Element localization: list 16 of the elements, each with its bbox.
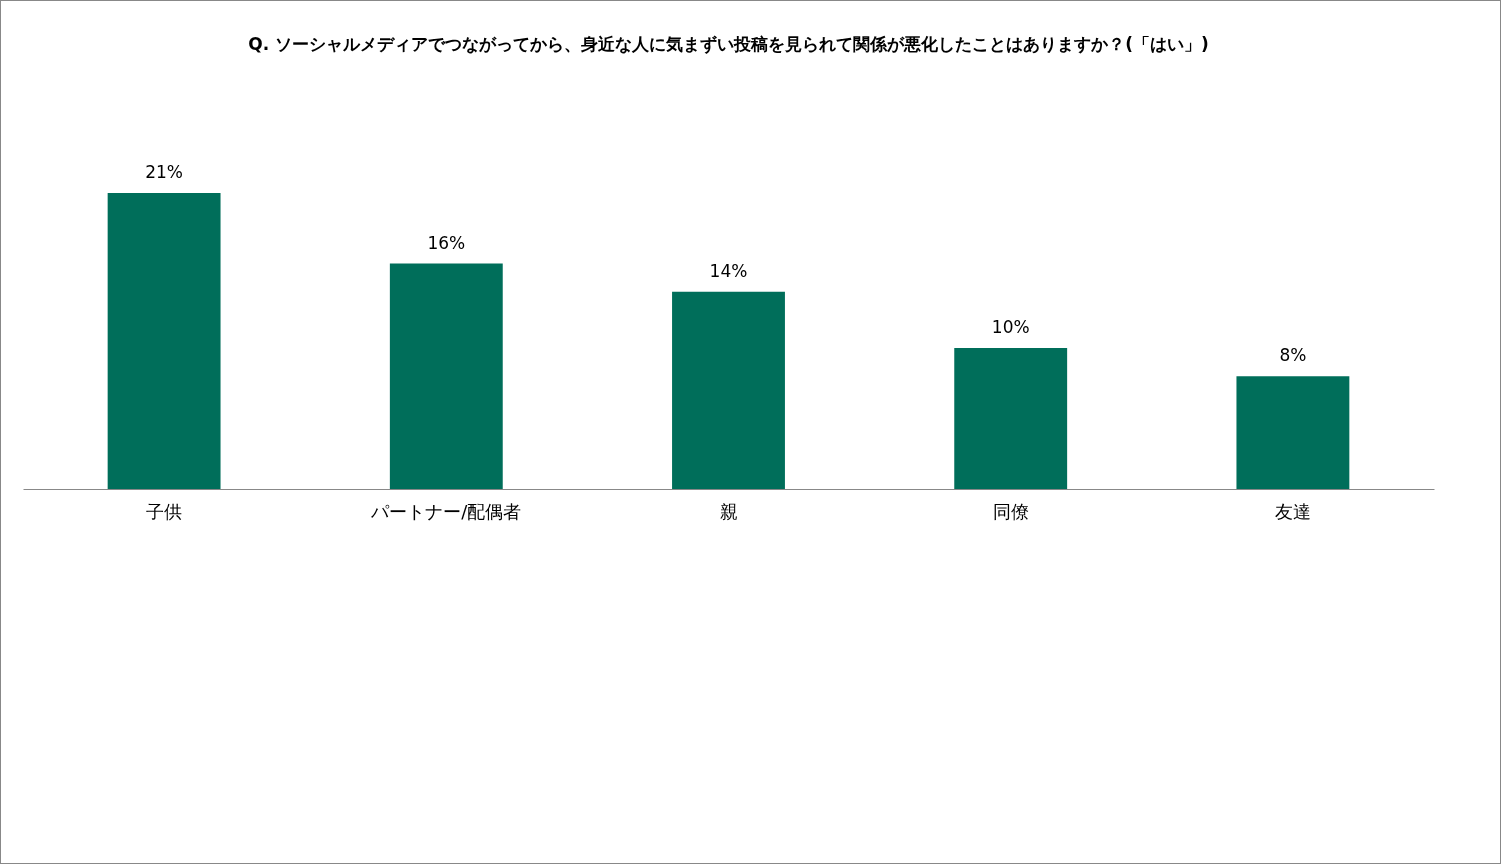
data-label: 21% bbox=[145, 162, 183, 183]
data-label: 14% bbox=[709, 260, 748, 281]
bar bbox=[389, 263, 503, 489]
bar bbox=[672, 291, 785, 489]
x-tick-label: 同僚 bbox=[992, 500, 1029, 522]
chart-title: Q. ソーシャルメディアでつながってから、身近な人に気まずい投稿を見られて関係が悪化したことはありますか？(「はい」) bbox=[248, 34, 1209, 55]
bar bbox=[954, 348, 1068, 489]
x-tick-label: 友達 bbox=[1274, 500, 1311, 522]
data-label: 16% bbox=[427, 232, 466, 253]
x-tick-label: 親 bbox=[719, 500, 738, 522]
x-tick-label: パートナー/配偶者 bbox=[370, 500, 522, 522]
data-label: 8% bbox=[1279, 345, 1307, 366]
bar bbox=[1236, 376, 1350, 489]
data-label: 10% bbox=[991, 317, 1030, 338]
x-tick-label: 子供 bbox=[146, 500, 183, 522]
bar bbox=[107, 193, 221, 489]
